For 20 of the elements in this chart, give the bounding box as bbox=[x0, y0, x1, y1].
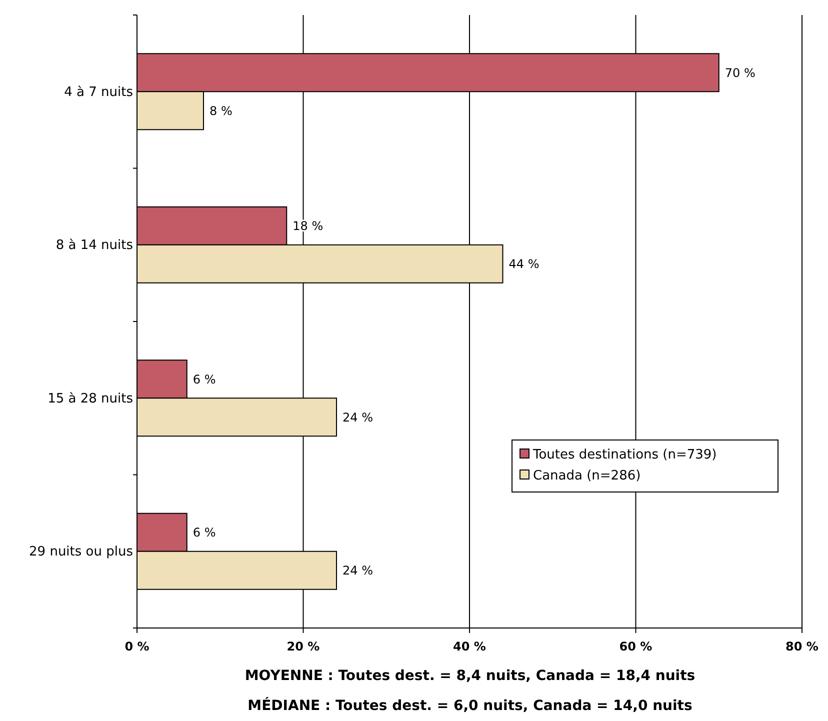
y-tick-label: 8 à 14 nuits bbox=[56, 238, 134, 254]
y-tick-label: 29 nuits ou plus bbox=[29, 544, 134, 560]
text: MOYENNE : Toutes dest. = 8,4 nuits, Canada = 18,4 nuits bbox=[244, 668, 696, 684]
x-tick-label: 0 % bbox=[124, 639, 150, 654]
text: MÉDIANE : Toutes dest. = 6,0 nuits, Canada = 14,0 nuits bbox=[248, 697, 692, 714]
x-tick-label: 60 % bbox=[619, 639, 652, 654]
legend-label: Toutes destinations (n=739) bbox=[532, 448, 717, 463]
y-tick-label: 15 à 28 nuits bbox=[48, 391, 134, 406]
x-tick-label: 80 % bbox=[786, 639, 818, 654]
data-label: 6 % bbox=[192, 526, 216, 540]
data-label: 8 % bbox=[210, 104, 232, 118]
data-label: 44 % bbox=[508, 257, 540, 272]
x-tick-label: 20 % bbox=[286, 639, 320, 654]
y-tick-label: 4 à 7 nuits bbox=[64, 84, 134, 100]
x-tick-label: 40 % bbox=[453, 639, 486, 654]
data-label: 24 % bbox=[342, 564, 373, 578]
data-label: 24 % bbox=[342, 410, 373, 424]
data-label: 6 % bbox=[192, 372, 216, 386]
legend-label: Canada (n=286) bbox=[533, 468, 641, 484]
data-label: 70 % bbox=[724, 66, 756, 80]
